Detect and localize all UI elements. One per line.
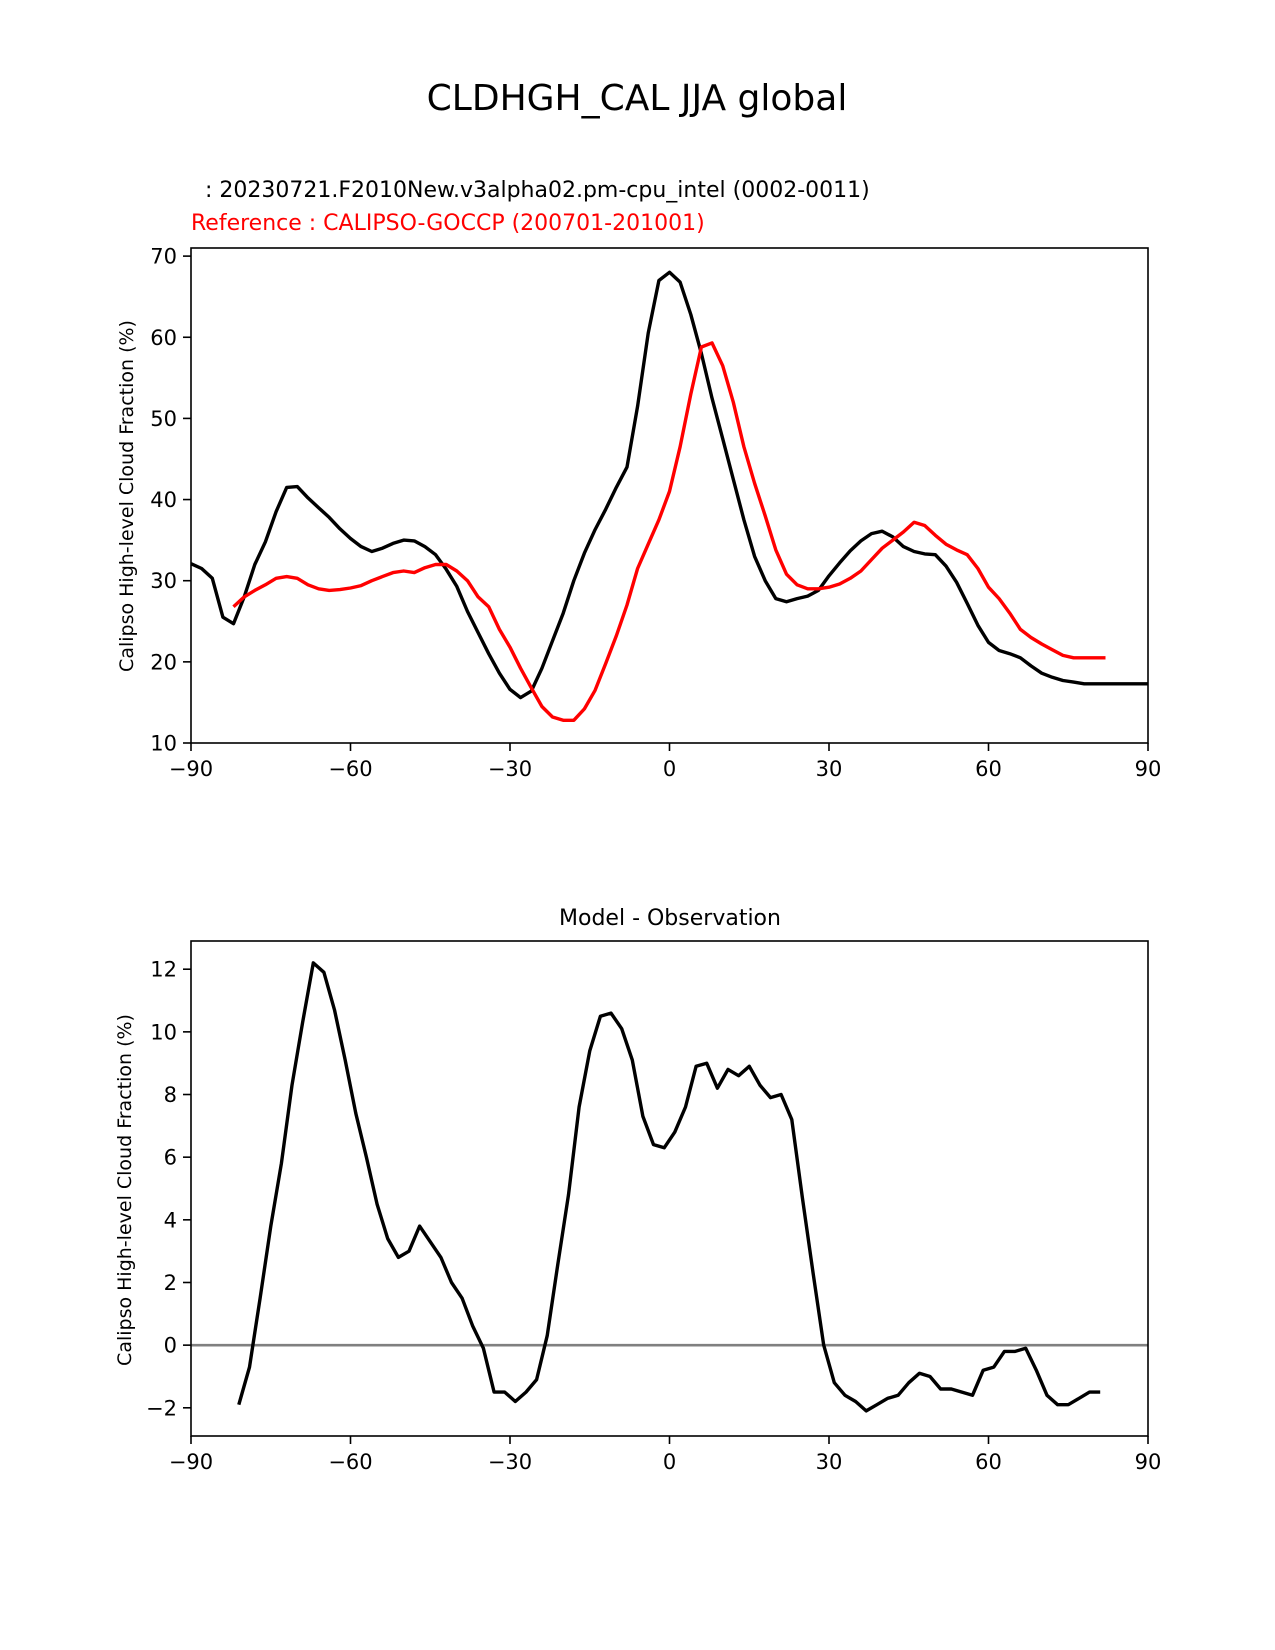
x-tick-label: −90 — [169, 1450, 213, 1474]
x-tick-label: −90 — [169, 757, 213, 781]
bottom-panel: Model - Observation Calipso High-level C… — [114, 906, 1161, 1474]
x-tick-label: 0 — [663, 1450, 676, 1474]
reference-label: Reference : CALIPSO-GOCCP (200701-201001… — [191, 211, 705, 236]
x-tick-label: −30 — [488, 1450, 532, 1474]
y-tick-label: 60 — [150, 326, 177, 350]
y-tick-label: 30 — [150, 569, 177, 593]
bottom-plot-area: −90 −60 −30 0 30 60 90 −2 0 2 4 6 8 10 12 — [146, 940, 1162, 1474]
y-tick-label: 12 — [150, 958, 177, 982]
x-tick-label: −60 — [328, 757, 372, 781]
x-tick-label: −60 — [328, 1450, 372, 1474]
x-tick-label: 90 — [1135, 757, 1162, 781]
x-tick-label: 30 — [816, 757, 843, 781]
x-tick-label: 0 — [663, 757, 676, 781]
bottom-panel-title: Model - Observation — [559, 906, 781, 931]
y-tick-label: 10 — [150, 1020, 177, 1044]
top-y-axis-label: Calipso High-level Cloud Fraction (%) — [116, 320, 138, 672]
y-tick-label: 6 — [164, 1146, 177, 1170]
y-tick-label: 0 — [164, 1334, 177, 1358]
x-tick-label: 30 — [816, 1450, 843, 1474]
x-tick-label: 60 — [975, 757, 1002, 781]
test-label: : 20230721.F2010New.v3alpha02.pm-cpu_int… — [205, 178, 870, 203]
y-tick-label: −2 — [146, 1396, 177, 1420]
y-tick-label: 20 — [150, 650, 177, 674]
bottom-y-axis-label: Calipso High-level Cloud Fraction (%) — [114, 1014, 136, 1366]
y-tick-label: 40 — [150, 488, 177, 512]
y-tick-label: 8 — [164, 1083, 177, 1107]
top-panel: : 20230721.F2010New.v3alpha02.pm-cpu_int… — [116, 178, 1161, 781]
y-tick-label: 10 — [150, 732, 177, 756]
series-line-difference — [237, 961, 1101, 1413]
figure-title: CLDHGH_CAL JJA global — [427, 78, 848, 119]
series-line-reference — [232, 341, 1106, 722]
y-tick-label: 2 — [164, 1271, 177, 1295]
y-tick-label: 70 — [150, 245, 177, 269]
x-tick-label: 60 — [975, 1450, 1002, 1474]
y-tick-label: 50 — [150, 407, 177, 431]
series-line-model — [190, 270, 1148, 700]
y-tick-label: 4 — [164, 1208, 177, 1232]
top-plot-area: −90 −60 −30 0 30 60 90 10 20 30 40 50 60 70 — [150, 245, 1161, 781]
x-tick-label: −30 — [488, 757, 532, 781]
x-tick-label: 90 — [1135, 1450, 1162, 1474]
